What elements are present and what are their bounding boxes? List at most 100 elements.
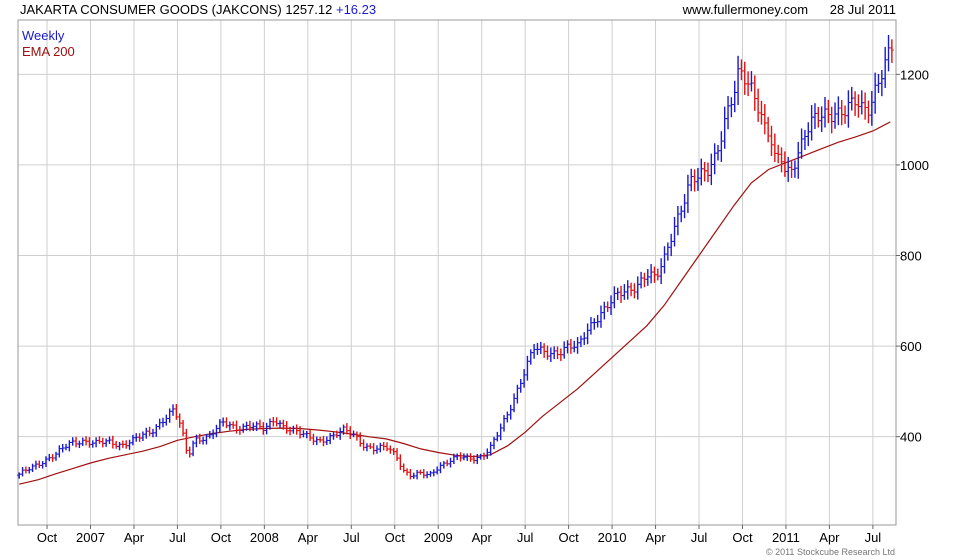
- weekly-bar: [712, 143, 717, 175]
- weekly-bar: [642, 272, 647, 288]
- weekly-bar: [147, 426, 152, 437]
- site-link[interactable]: www.fullermoney.com: [682, 2, 809, 17]
- weekly-bar: [74, 436, 79, 448]
- weekly-bar: [682, 193, 687, 219]
- weekly-bar: [274, 417, 279, 427]
- weekly-bar: [635, 276, 640, 300]
- weekly-bar: [772, 133, 777, 163]
- weekly-bar: [57, 445, 62, 458]
- weekly-bar: [833, 102, 838, 129]
- weekly-bar: [716, 144, 721, 161]
- weekly-bar: [816, 106, 821, 128]
- weekly-bar: [438, 462, 443, 474]
- weekly-bar: [752, 75, 757, 111]
- weekly-bar: [491, 436, 496, 450]
- weekly-bar: [431, 469, 436, 477]
- x-tick-label: Apr: [298, 530, 319, 545]
- y-tick-label: 1200: [900, 67, 929, 82]
- last-price: 1257.12: [285, 2, 333, 17]
- weekly-bar: [468, 453, 473, 462]
- weekly-bar: [502, 415, 507, 432]
- weekly-bar: [385, 442, 390, 452]
- weekly-bar: [100, 437, 105, 448]
- weekly-bar: [331, 431, 336, 440]
- weekly-bar: [525, 355, 530, 381]
- weekly-bar: [227, 421, 232, 431]
- weekly-bar: [726, 95, 731, 130]
- ema-200-line: [19, 121, 891, 485]
- chart-header-left: JAKARTA CONSUMER GOODS (JAKCONS) 1257.12…: [20, 2, 376, 17]
- weekly-bar: [629, 282, 634, 297]
- weekly-bar: [224, 417, 229, 429]
- weekly-bar: [505, 411, 510, 423]
- weekly-bar: [321, 435, 326, 447]
- weekly-bar: [582, 332, 587, 346]
- weekly-bar: [588, 317, 593, 335]
- weekly-bar: [294, 424, 299, 435]
- weekly-bar: [578, 335, 583, 348]
- weekly-bar: [445, 459, 450, 467]
- weekly-bar: [709, 153, 714, 186]
- weekly-bar: [358, 432, 363, 447]
- weekly-bar: [308, 429, 313, 441]
- weekly-bar: [639, 271, 644, 289]
- weekly-bar: [866, 100, 871, 124]
- weekly-bar: [401, 463, 406, 473]
- weekly-bar: [278, 420, 283, 428]
- weekly-bar: [799, 128, 804, 159]
- x-tick-label: Apr: [472, 530, 493, 545]
- weekly-bar: [732, 80, 737, 113]
- weekly-bar: [448, 457, 453, 468]
- weekly-bar: [592, 318, 597, 330]
- weekly-bar: [846, 90, 851, 128]
- weekly-bar: [465, 453, 470, 461]
- weekly-bar: [839, 100, 844, 126]
- weekly-bar: [632, 283, 637, 299]
- x-tick-label: 2008: [250, 530, 279, 545]
- x-tick-label: Oct: [211, 530, 232, 545]
- weekly-bar: [602, 301, 607, 320]
- weekly-bar: [164, 414, 169, 426]
- x-tick-label: Jul: [343, 530, 360, 545]
- weekly-bar: [836, 96, 841, 126]
- copyright-text: © 2011 Stockcube Research Ltd: [766, 547, 895, 557]
- weekly-bar: [619, 285, 624, 303]
- weekly-bar: [863, 92, 868, 120]
- weekly-bar: [552, 346, 557, 360]
- weekly-bar: [766, 116, 771, 143]
- weekly-bar: [829, 106, 834, 134]
- weekly-bar: [114, 440, 119, 449]
- weekly-bar: [37, 460, 42, 468]
- weekly-bar: [214, 424, 219, 438]
- weekly-bar: [802, 129, 807, 151]
- x-tick-label: Oct: [385, 530, 406, 545]
- chart-header-right: www.fullermoney.com 28 Jul 2011: [683, 2, 896, 17]
- weekly-bar: [655, 268, 660, 281]
- weekly-bar: [428, 470, 433, 477]
- weekly-bar: [792, 160, 797, 178]
- weekly-bar: [181, 419, 186, 437]
- weekly-bar: [853, 91, 858, 116]
- weekly-bar: [167, 408, 172, 423]
- weekly-bar: [649, 264, 654, 284]
- weekly-bar: [378, 442, 383, 453]
- weekly-bar: [779, 147, 784, 173]
- x-tick-label: 2010: [598, 530, 627, 545]
- x-tick-label: 2007: [76, 530, 105, 545]
- weekly-bar: [127, 439, 132, 450]
- weekly-bar: [548, 347, 553, 362]
- legend-weekly: Weekly: [22, 28, 65, 43]
- weekly-bar: [508, 404, 513, 420]
- weekly-bar: [849, 86, 854, 111]
- weekly-bar: [364, 443, 369, 452]
- x-tick-label: Oct: [732, 530, 753, 545]
- weekly-bar: [157, 418, 162, 430]
- weekly-bar: [889, 39, 894, 63]
- weekly-bar: [843, 105, 848, 124]
- weekly-bar: [762, 104, 767, 135]
- weekly-bar: [662, 246, 667, 274]
- weekly-bar: [398, 454, 403, 470]
- weekly-bar: [692, 169, 697, 192]
- weekly-bar: [90, 440, 95, 448]
- weekly-bar: [736, 55, 741, 106]
